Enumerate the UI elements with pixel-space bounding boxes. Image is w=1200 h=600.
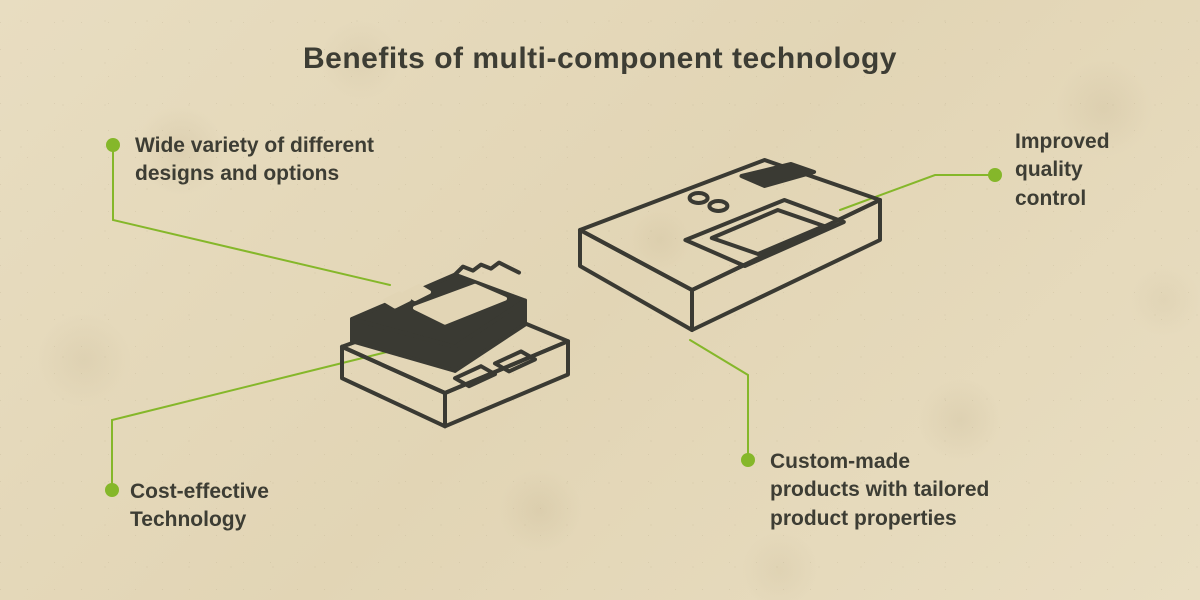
callout-cost: Cost-effectiveTechnology <box>130 478 269 535</box>
bullet-dot-cost <box>105 483 119 497</box>
infographic-title: Benefits of multi-component technology <box>0 42 1200 76</box>
callout-custom: Custom-madeproducts with tailoredproduct… <box>770 448 989 533</box>
bullet-dot-custom <box>741 453 755 467</box>
bullet-dot-designs <box>106 138 120 152</box>
bullet-dot-quality <box>988 168 1002 182</box>
callout-designs: Wide variety of differentdesigns and opt… <box>135 132 374 189</box>
callout-quality: Improvedqualitycontrol <box>1015 128 1110 213</box>
